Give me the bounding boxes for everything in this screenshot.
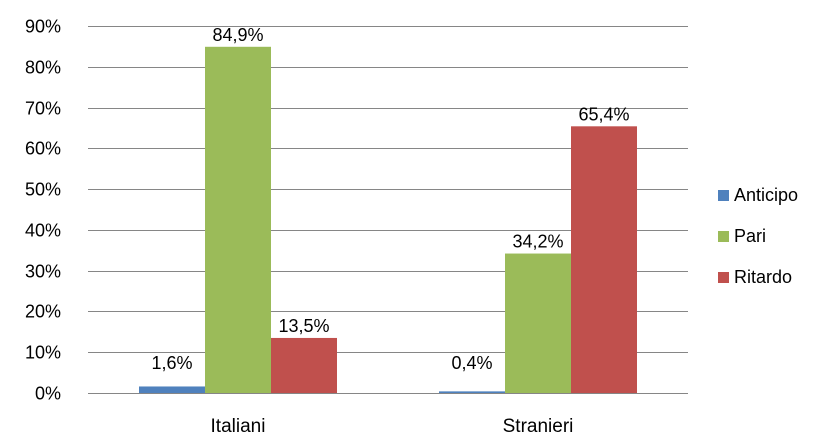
data-label: 13,5% <box>278 316 329 336</box>
legend-swatch-pari <box>718 231 729 242</box>
legend-swatch-anticipo <box>718 190 729 201</box>
bar-pari-italiani <box>205 46 271 394</box>
y-axis-tick-labels: 0% 10% 20% 30% 40% 50% 60% 70% 80% 90% <box>25 17 61 404</box>
gridlines <box>88 26 688 353</box>
data-label: 34,2% <box>512 232 563 252</box>
data-labels: 1,6% 84,9% 13,5% 0,4% 34,2% 65,4% <box>151 25 629 373</box>
bar-pari-stranieri <box>505 253 571 393</box>
data-label: 0,4% <box>451 353 492 373</box>
x-category-label: Italiani <box>211 416 266 437</box>
legend-label: Anticipo <box>734 185 798 205</box>
legend-label: Pari <box>734 226 766 246</box>
y-tick-label: 60% <box>25 139 61 159</box>
y-tick-label: 30% <box>25 262 61 282</box>
bar-anticipo-italiani <box>139 386 205 393</box>
y-tick-label: 20% <box>25 302 61 322</box>
data-label: 1,6% <box>151 353 192 373</box>
y-tick-label: 10% <box>25 343 61 363</box>
y-tick-label: 0% <box>35 384 61 404</box>
data-label: 84,9% <box>212 25 263 45</box>
bar-anticipo-stranieri <box>439 391 505 393</box>
y-tick-label: 40% <box>25 221 61 241</box>
y-tick-label: 90% <box>25 17 61 37</box>
legend-label: Ritardo <box>734 267 792 287</box>
y-tick-label: 50% <box>25 180 61 200</box>
legend-swatch-ritardo <box>718 272 729 283</box>
legend: Anticipo Pari Ritardo <box>718 185 798 287</box>
x-category-label: Stranieri <box>503 416 574 437</box>
bar-ritardo-italiani <box>271 337 337 393</box>
data-label: 65,4% <box>578 104 629 124</box>
y-tick-label: 80% <box>25 58 61 78</box>
x-axis-category-labels: Italiani Stranieri <box>211 416 574 437</box>
bars <box>139 46 637 394</box>
y-tick-label: 70% <box>25 99 61 119</box>
bar-ritardo-stranieri <box>571 126 637 394</box>
